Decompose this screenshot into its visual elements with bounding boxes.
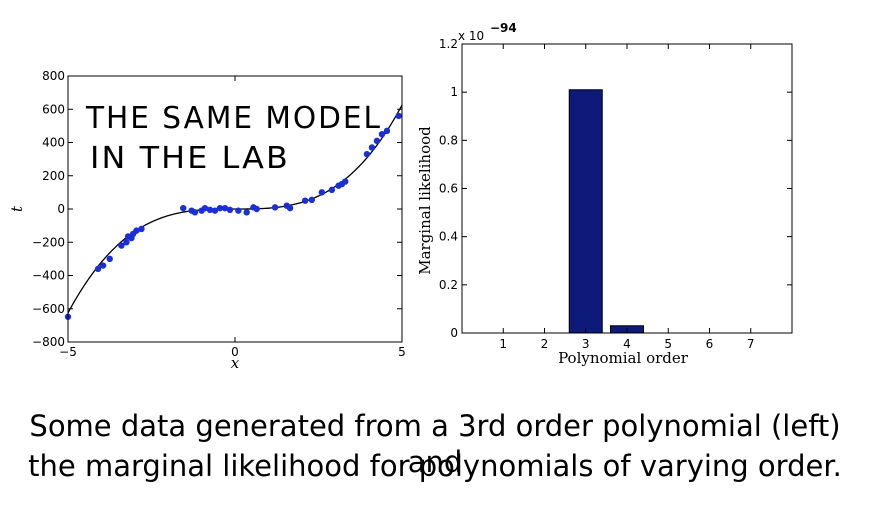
data-point xyxy=(373,137,381,145)
ticks-layer: −800 −600 −400 −200 0 200 400 600 800 −5 0 5 xyxy=(32,69,406,359)
y-tick-label: 1 xyxy=(450,85,458,99)
y-tick-label: 0 xyxy=(57,202,65,216)
y-tick-label: 0.2 xyxy=(439,278,458,292)
handwritten-annotation-line-2: IN THE LAB xyxy=(90,141,290,176)
y-axis-label: Marginal likelihood xyxy=(416,126,434,275)
y-tick-label: 400 xyxy=(42,136,65,150)
data-point xyxy=(118,242,125,249)
y-tick-label: −600 xyxy=(32,302,65,316)
x-tick-label: 2 xyxy=(541,337,549,351)
data-point xyxy=(318,189,326,196)
data-point xyxy=(235,207,242,214)
y-tick-label: 0 xyxy=(450,326,458,340)
y-tick-label: 0.6 xyxy=(439,182,458,196)
data-point xyxy=(201,204,209,212)
y-axis-label: t xyxy=(8,205,26,212)
data-point xyxy=(253,205,260,213)
data-point xyxy=(211,207,219,214)
data-point xyxy=(395,112,402,120)
data-point xyxy=(226,206,234,214)
x-tick-label: 5 xyxy=(664,337,672,351)
data-point xyxy=(221,204,229,212)
data-point xyxy=(123,239,130,246)
data-point xyxy=(138,225,145,233)
x-tick-label: −5 xyxy=(59,345,77,359)
y-scale-exponent: −94 xyxy=(490,21,517,35)
data-point xyxy=(308,196,316,204)
x-axis-label: Polynomial order xyxy=(558,349,689,367)
y-tick-label: 800 xyxy=(42,69,65,83)
x-tick-label: 0 xyxy=(231,345,239,359)
x-tick-label: 6 xyxy=(706,337,714,351)
data-point xyxy=(216,204,224,212)
y-tick-label: −200 xyxy=(32,235,65,249)
points-layer xyxy=(64,112,402,320)
data-point xyxy=(206,206,214,214)
y-scale-factor: x 10 xyxy=(458,29,484,43)
data-point xyxy=(301,197,309,204)
scatter-chart: −800 −600 −400 −200 0 200 400 600 800 −5 0 5 x t TH… xyxy=(8,69,406,372)
ticks-layer: 0 0.2 0.4 0.6 0.8 1 1.2 1 2 3 4 5 6 7 xyxy=(439,37,792,351)
data-point xyxy=(94,265,102,273)
data-point xyxy=(106,255,113,263)
bar-chart: 0 0.2 0.4 0.6 0.8 1 1.2 1 2 3 4 5 6 7 x 10 −94 Polyno… xyxy=(416,21,793,367)
data-point xyxy=(180,204,187,212)
data-point xyxy=(363,150,371,158)
data-point xyxy=(271,204,279,211)
x-tick-label: 1 xyxy=(499,337,507,351)
handwritten-annotation-line-1: THE SAME MODEL xyxy=(85,101,382,136)
data-point xyxy=(243,209,250,216)
data-point xyxy=(328,186,336,194)
data-point xyxy=(99,262,107,269)
x-tick-label: 3 xyxy=(582,337,590,351)
data-point xyxy=(342,178,349,185)
x-tick-label: 4 xyxy=(623,337,631,351)
y-tick-label: 1.2 xyxy=(439,37,458,51)
y-tick-label: −800 xyxy=(32,335,65,349)
curve-layer xyxy=(67,104,403,314)
caption-line-2: the marginal likelihood for polynomials … xyxy=(28,449,842,483)
plot-frame xyxy=(461,43,793,334)
data-point xyxy=(368,144,376,151)
bar xyxy=(568,89,603,334)
data-point xyxy=(133,227,140,234)
y-tick-label: 0.8 xyxy=(439,133,458,147)
x-tick-label: 5 xyxy=(398,345,406,359)
data-point xyxy=(286,204,294,212)
fitted-curve xyxy=(67,104,403,314)
data-point xyxy=(191,209,199,216)
y-tick-label: 0.4 xyxy=(439,230,458,244)
y-tick-label: −400 xyxy=(32,269,65,283)
data-point xyxy=(383,127,391,135)
x-axis-label: x xyxy=(231,354,240,372)
y-tick-label: 600 xyxy=(42,102,65,116)
caption-line-1: Some data generated from a 3rd order pol… xyxy=(29,409,841,479)
data-point xyxy=(378,130,386,138)
bars-layer xyxy=(568,89,644,334)
y-tick-label: 200 xyxy=(42,169,65,183)
x-tick-label: 7 xyxy=(747,337,755,351)
